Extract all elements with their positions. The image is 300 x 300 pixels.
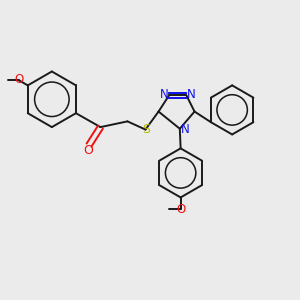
Text: O: O: [176, 203, 186, 216]
Text: O: O: [15, 73, 24, 86]
Text: N: N: [187, 88, 196, 101]
Text: N: N: [181, 123, 190, 136]
Text: N: N: [160, 88, 168, 101]
Text: S: S: [142, 124, 150, 136]
Text: O: O: [83, 144, 93, 157]
